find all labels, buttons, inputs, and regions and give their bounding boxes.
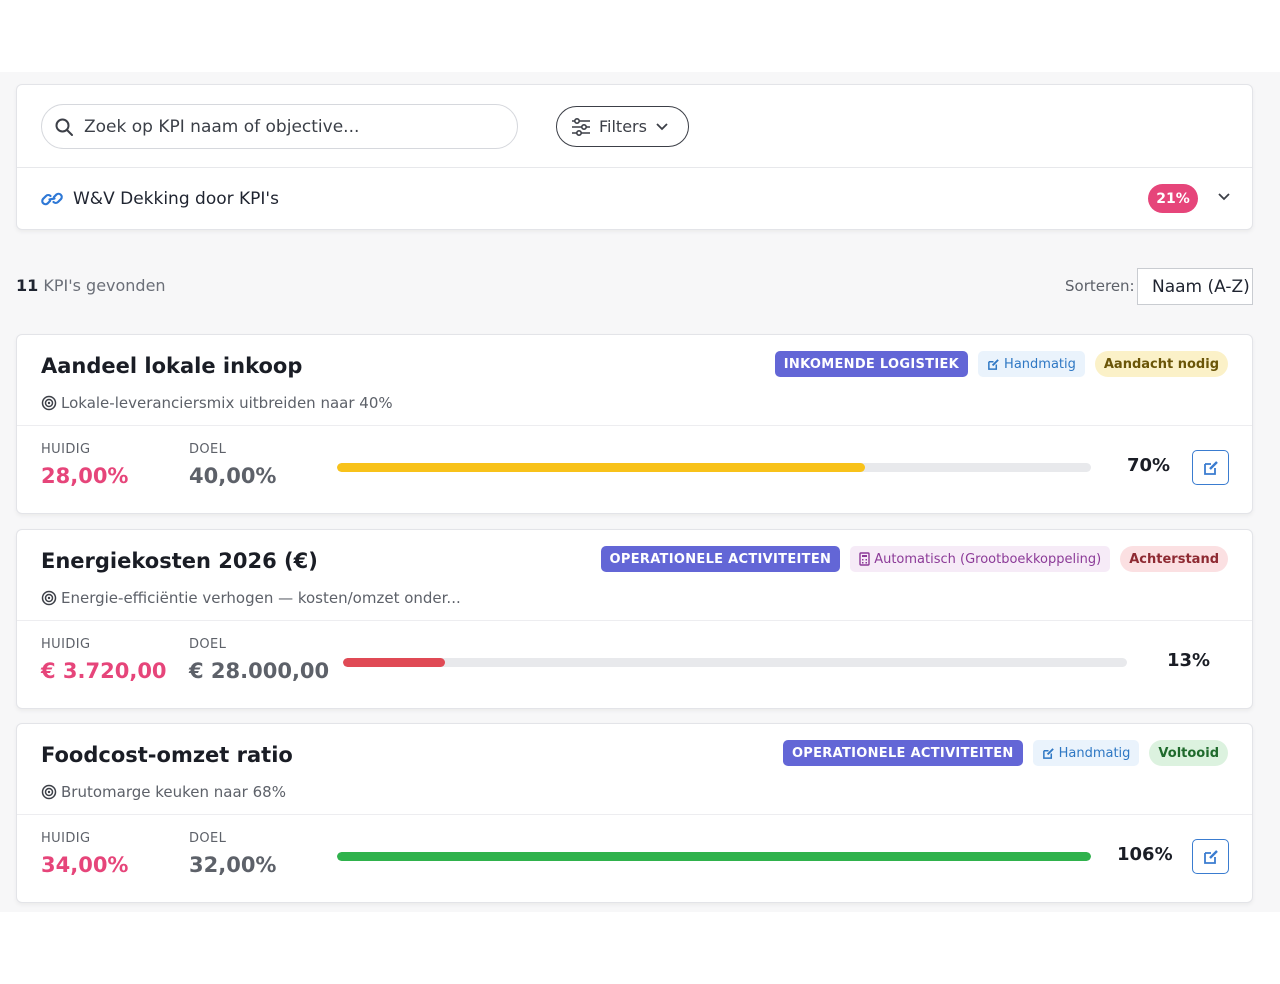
kpi-objective: Lokale-leveranciersmix uitbreiden naar 4… (41, 394, 393, 412)
progress-fill (337, 852, 1091, 861)
kpi-objective: Brutomarge keuken naar 68% (41, 783, 286, 801)
source-badge: Handmatig (978, 351, 1085, 377)
kpi-badges: OPERATIONELE ACTIVITEITEN Automatisch (G… (600, 546, 1228, 572)
edit-icon (1042, 747, 1054, 759)
current-value: 28,00% (41, 464, 129, 488)
link-icon (41, 192, 63, 206)
objective-text: Lokale-leveranciersmix uitbreiden naar 4… (61, 394, 393, 412)
objective-text: Brutomarge keuken naar 68% (61, 783, 286, 801)
category-badge: INKOMENDE LOGISTIEK (774, 351, 969, 377)
filters-label: Filters (599, 117, 647, 136)
results-label: KPI's gevonden (38, 276, 166, 295)
kpi-divider (17, 620, 1252, 621)
progress-track (337, 852, 1091, 861)
source-badge: Handmatig (1032, 740, 1140, 766)
objective-text: Energie-efficiëntie verhogen — kosten/om… (61, 589, 461, 607)
progress-fill (343, 658, 445, 667)
edit-icon (1203, 849, 1218, 864)
kpi-card: Energiekosten 2026 (€) OPERATIONELE ACTI… (16, 529, 1253, 709)
kpi-title: Foodcost-omzet ratio (41, 743, 293, 767)
kpi-card: Aandeel lokale inkoop INKOMENDE LOGISTIE… (16, 334, 1253, 514)
progress-percent: 106% (1117, 844, 1173, 865)
goal-value: 32,00% (189, 853, 277, 877)
target-icon (41, 784, 57, 800)
status-badge: Aandacht nodig (1094, 351, 1228, 377)
results-count: 11 KPI's gevonden (16, 276, 166, 295)
search-icon (55, 118, 73, 136)
kpi-title: Energiekosten 2026 (€) (41, 549, 318, 573)
source-label: Automatisch (Grootboekkoppeling) (874, 551, 1102, 567)
kpi-divider (17, 814, 1252, 815)
current-label: HUIDIG (41, 831, 91, 846)
kpi-badges: OPERATIONELE ACTIVITEITEN Handmatig Volt… (782, 740, 1228, 766)
search-input[interactable] (84, 116, 484, 137)
status-badge: Voltooid (1149, 740, 1228, 766)
kpi-card: Foodcost-omzet ratio OPERATIONELE ACTIVI… (16, 723, 1253, 903)
status-badge: Achterstand (1120, 546, 1228, 572)
edit-button[interactable] (1192, 450, 1229, 485)
calculator-icon (859, 552, 870, 566)
target-icon (41, 395, 57, 411)
current-value: 34,00% (41, 853, 129, 877)
filters-button[interactable]: Filters (556, 106, 689, 147)
goal-label: DOEL (189, 831, 227, 846)
kpi-objective: Energie-efficiëntie verhogen — kosten/om… (41, 589, 461, 607)
coverage-label: W&V Dekking door KPI's (73, 189, 279, 209)
source-badge: Automatisch (Grootboekkoppeling) (850, 546, 1111, 572)
edit-button[interactable] (1192, 839, 1229, 874)
progress-percent: 13% (1167, 650, 1211, 671)
source-label: Handmatig (1058, 745, 1131, 761)
source-label: Handmatig (1004, 356, 1076, 372)
current-value: € 3.720,00 (41, 659, 167, 683)
sort-label: Sorteren: (1065, 277, 1135, 295)
coverage-percent-badge: 21% (1148, 184, 1198, 213)
goal-label: DOEL (189, 442, 227, 457)
chevron-down-icon[interactable] (1217, 192, 1231, 202)
edit-icon (1203, 460, 1218, 475)
goal-label: DOEL (189, 637, 227, 652)
progress-fill (337, 463, 865, 472)
progress-track (343, 658, 1127, 667)
kpi-badges: INKOMENDE LOGISTIEK Handmatig Aandacht n… (774, 351, 1228, 377)
goal-value: 40,00% (189, 464, 277, 488)
kpi-title: Aandeel lokale inkoop (41, 354, 303, 378)
sliders-icon (572, 117, 590, 136)
current-label: HUIDIG (41, 637, 91, 652)
current-label: HUIDIG (41, 442, 91, 457)
search-panel: Filters W&V Dekking door KPI's 21% (16, 84, 1253, 230)
progress-percent: 70% (1127, 455, 1171, 476)
target-icon (41, 590, 57, 606)
panel-divider (17, 167, 1252, 168)
search-box[interactable] (41, 104, 518, 149)
progress-track (337, 463, 1091, 472)
results-number: 11 (16, 276, 39, 295)
chevron-down-icon (656, 122, 668, 130)
kpi-divider (17, 425, 1252, 426)
coverage-row[interactable]: W&V Dekking door KPI's 21% (41, 168, 1231, 230)
sort-select[interactable]: Naam (A-Z) (1137, 268, 1253, 305)
goal-value: € 28.000,00 (189, 659, 330, 683)
category-badge: OPERATIONELE ACTIVITEITEN (782, 740, 1023, 766)
category-badge: OPERATIONELE ACTIVITEITEN (600, 546, 841, 572)
edit-icon (988, 358, 999, 370)
